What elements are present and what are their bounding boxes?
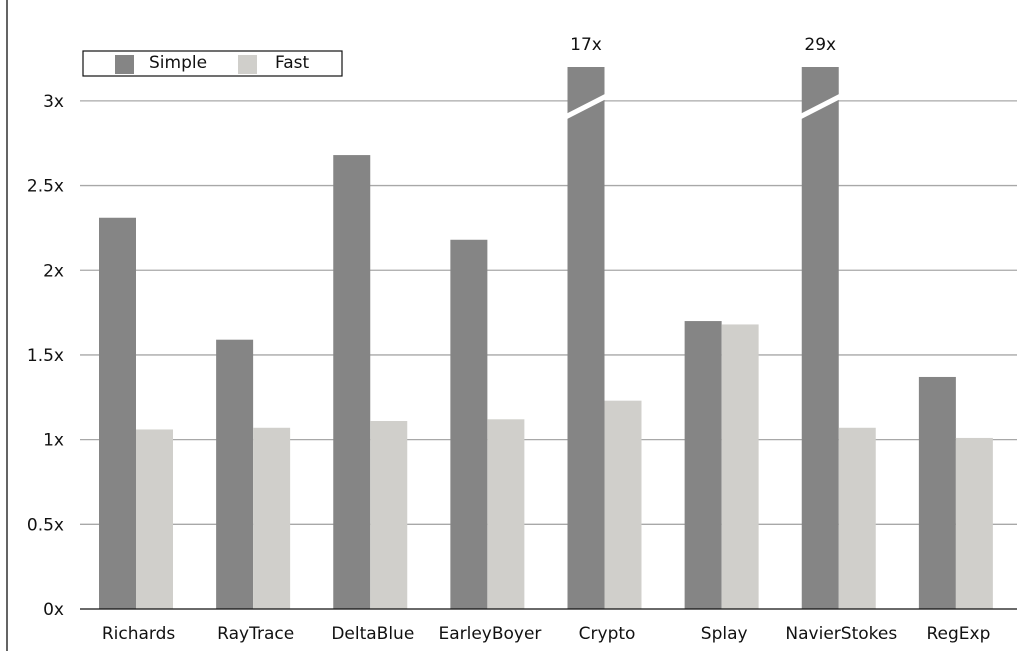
x-tick-label: RegExp: [926, 624, 990, 644]
x-tick-label: RayTrace: [217, 624, 294, 644]
legend-swatch-simple: [115, 55, 134, 74]
bar-fast-splay: [721, 324, 759, 609]
bars-layer: [99, 67, 993, 609]
bar-annotation: 29x: [804, 35, 836, 55]
bar-simple-raytrace: [216, 339, 254, 609]
bar-simple-deltablue: [333, 155, 371, 609]
x-tick-label: DeltaBlue: [331, 624, 414, 644]
bar-simple-regexp: [918, 376, 956, 609]
y-tick-label: 2x: [43, 261, 64, 281]
x-tick-label: EarleyBoyer: [438, 624, 541, 644]
legend-layer: Simple Fast: [82, 50, 343, 77]
labels-layer: 0x 0.5x 1x 1.5x 2x 2.5x 3x Richards RayTrace Delt…: [27, 35, 991, 644]
bar-fast-earleyboyer: [487, 419, 525, 609]
legend-label-fast: Fast: [275, 53, 309, 73]
bar-simple-earleyboyer: [450, 239, 488, 609]
legend-swatch-fast: [238, 55, 257, 74]
bar-fast-richards: [136, 429, 173, 609]
bar-annotation: 17x: [570, 35, 602, 55]
y-tick-label: 1x: [43, 431, 64, 451]
bar-simple-navierstokes: [801, 67, 839, 609]
bar-simple-crypto: [567, 67, 605, 609]
bar-fast-regexp: [955, 437, 993, 609]
y-tick-label: 2.5x: [27, 177, 64, 197]
y-tick-label: 0.5x: [27, 515, 64, 535]
bar-fast-navierstokes: [838, 427, 876, 609]
x-tick-label: Crypto: [579, 624, 636, 644]
bar-simple-richards: [99, 217, 136, 609]
x-tick-label: Splay: [701, 624, 748, 644]
bar-fast-crypto: [604, 400, 642, 609]
y-tick-label: 0x: [43, 600, 64, 620]
axis-break-mark: [798, 93, 842, 120]
y-tick-label: 1.5x: [27, 346, 64, 366]
bar-simple-splay: [684, 321, 722, 609]
bar-fast-raytrace: [253, 427, 291, 609]
y-tick-label: 3x: [43, 92, 64, 112]
x-tick-label: NavierStokes: [785, 624, 897, 644]
axis-break-mark: [564, 93, 608, 120]
axes-layer: [6, 0, 1017, 651]
x-tick-label: Richards: [102, 624, 176, 644]
bar-fast-deltablue: [370, 420, 408, 609]
legend-label-simple: Simple: [149, 53, 207, 73]
